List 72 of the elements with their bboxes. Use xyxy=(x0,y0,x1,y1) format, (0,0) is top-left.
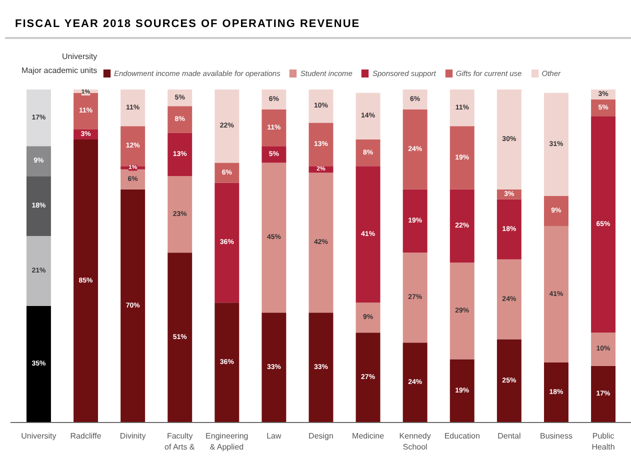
bar xyxy=(402,109,428,190)
bar xyxy=(168,252,192,422)
bar xyxy=(308,312,334,422)
bar xyxy=(356,92,380,140)
bar xyxy=(168,176,192,253)
bar xyxy=(168,90,192,106)
bar xyxy=(262,162,286,313)
bar xyxy=(402,189,428,253)
bar xyxy=(450,126,474,190)
bar xyxy=(168,132,192,176)
bar xyxy=(308,172,334,313)
bar xyxy=(26,90,51,146)
bar xyxy=(496,339,522,422)
x-tick-label: Engineering & Applied xyxy=(206,432,248,452)
bar xyxy=(214,90,240,163)
bar xyxy=(26,236,51,306)
bar xyxy=(308,90,334,123)
bar xyxy=(26,306,51,422)
x-tick-label: Public Health xyxy=(592,432,615,452)
bar xyxy=(591,332,616,366)
bar xyxy=(450,262,474,360)
bar xyxy=(544,92,568,196)
bar xyxy=(544,362,568,422)
bar xyxy=(402,342,428,422)
bar xyxy=(402,90,428,110)
bar xyxy=(168,106,192,133)
bar xyxy=(26,176,51,236)
bar xyxy=(496,199,522,260)
bar xyxy=(74,139,98,422)
bar xyxy=(496,90,522,190)
chart-title: FISCAL YEAR 2018 SOURCES OF OPERATING REVENUE xyxy=(15,17,360,32)
x-tick-label: Kennedy School xyxy=(399,432,431,452)
x-tick-label: Design xyxy=(308,432,334,440)
bar xyxy=(450,90,474,126)
bar xyxy=(120,169,146,190)
x-tick-label: Divinity xyxy=(120,432,146,440)
bar xyxy=(496,259,522,340)
bar xyxy=(356,166,380,303)
x-tick-label: Medicine xyxy=(352,432,385,440)
bar xyxy=(308,122,334,166)
x-tick-label: Business xyxy=(540,432,572,440)
bar xyxy=(120,126,146,166)
bar xyxy=(356,332,380,422)
x-tick-label: Law xyxy=(266,432,282,440)
bar xyxy=(26,146,51,176)
bar xyxy=(74,92,98,130)
bar xyxy=(402,252,428,343)
bar xyxy=(120,90,146,126)
bar xyxy=(591,366,616,422)
bar xyxy=(450,359,474,422)
bar xyxy=(262,109,286,146)
x-tick-label: Faculty of Arts & xyxy=(164,432,196,452)
x-tick-label: University xyxy=(21,432,56,440)
x-tick-label: Dental xyxy=(498,432,521,440)
bar xyxy=(214,182,240,303)
text: University xyxy=(62,52,98,61)
x-tick-label: Radcliffe xyxy=(70,432,102,440)
bar xyxy=(591,99,616,116)
x-tick-label: Education xyxy=(444,432,480,440)
bar xyxy=(356,302,380,333)
bar xyxy=(262,312,286,422)
bar xyxy=(544,226,568,363)
bar xyxy=(450,189,474,263)
text: Major academic units xyxy=(22,66,98,75)
bar xyxy=(262,90,286,110)
bar xyxy=(591,116,616,333)
bar xyxy=(214,162,240,183)
bar xyxy=(544,196,568,226)
bar xyxy=(262,146,286,163)
bar xyxy=(356,139,380,166)
bar xyxy=(214,302,240,422)
bar xyxy=(120,189,146,422)
